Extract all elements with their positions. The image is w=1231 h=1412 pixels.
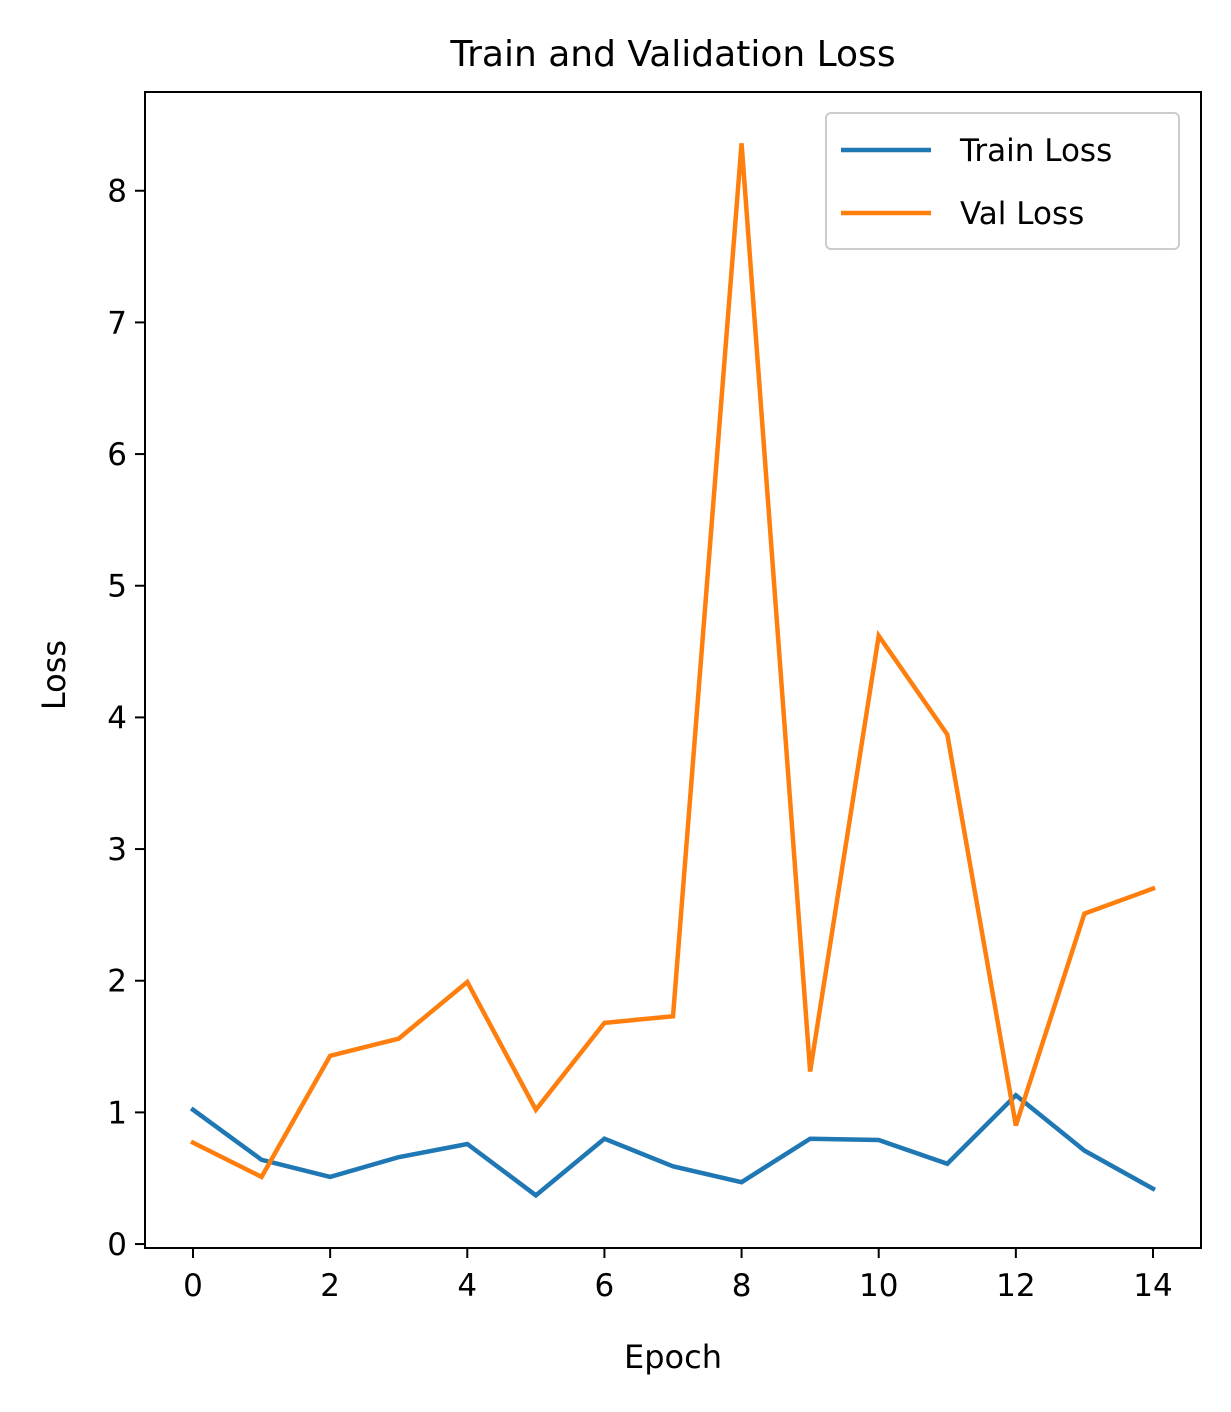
x-tick-label: 8 (732, 1268, 752, 1304)
y-tick-label: 5 (107, 569, 127, 605)
x-tick-label: 2 (320, 1268, 340, 1304)
plot-lines (193, 143, 1153, 1195)
x-tick-label: 10 (859, 1268, 898, 1304)
series-line-train-loss (193, 1095, 1153, 1195)
y-axis-ticks: 0 1 2 3 4 5 6 7 8 (107, 174, 145, 1263)
y-tick-label: 8 (107, 174, 127, 210)
x-tick-label: 4 (457, 1268, 477, 1304)
x-tick-label: 0 (183, 1268, 203, 1304)
plot-area-frame (145, 92, 1201, 1248)
y-tick-label: 2 (107, 964, 127, 1000)
chart-title: Train and Validation Loss (449, 34, 895, 75)
y-tick-label: 0 (107, 1227, 127, 1263)
x-tick-label: 14 (1133, 1268, 1172, 1304)
y-axis-label: Loss (35, 640, 73, 710)
x-axis-ticks: 0 2 4 6 8 10 12 14 (183, 1248, 1173, 1304)
x-tick-label: 6 (595, 1268, 615, 1304)
legend: Train Loss Val Loss (826, 113, 1179, 249)
x-axis-label: Epoch (624, 1338, 722, 1376)
series-line-val-loss (193, 143, 1153, 1177)
y-tick-label: 7 (107, 305, 127, 341)
y-tick-label: 4 (107, 700, 127, 736)
y-tick-label: 3 (107, 832, 127, 868)
legend-label-val-loss: Val Loss (960, 196, 1084, 232)
x-tick-label: 12 (996, 1268, 1035, 1304)
y-tick-label: 6 (107, 437, 127, 473)
y-tick-label: 1 (107, 1095, 127, 1131)
legend-label-train-loss: Train Loss (959, 133, 1112, 169)
